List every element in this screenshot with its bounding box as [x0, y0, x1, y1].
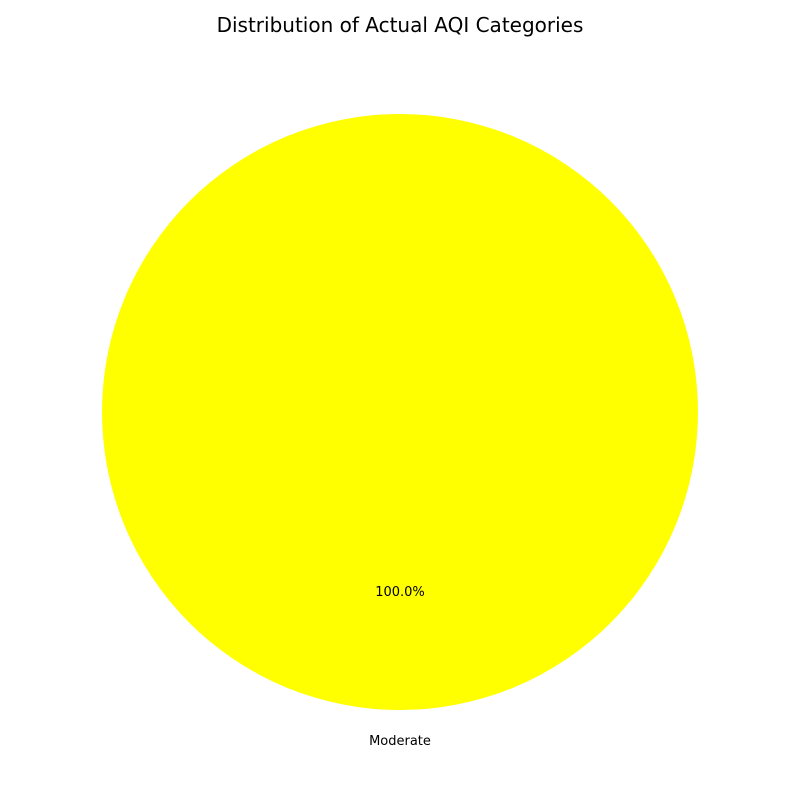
pie-labels: Moderate 100.0%: [369, 585, 431, 749]
slice-label: Moderate: [369, 734, 431, 749]
chart-title: Distribution of Actual AQI Categories: [217, 13, 584, 37]
pie-slice-moderate: [102, 114, 698, 710]
pie-slices: [102, 114, 698, 710]
percent-label: 100.0%: [375, 585, 425, 600]
